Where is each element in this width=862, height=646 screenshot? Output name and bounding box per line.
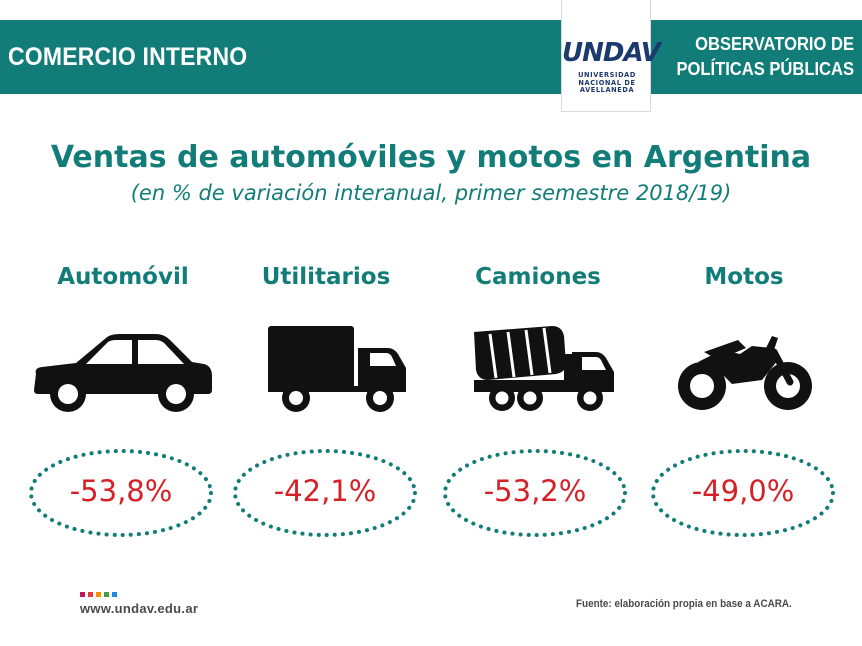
category-label-automovil: Automóvil (57, 264, 189, 290)
brand-square (104, 592, 109, 597)
category-label-motos: Motos (704, 264, 784, 290)
header-banner: COMERCIO INTERNO OBSERVATORIO DE POLÍTIC… (0, 20, 862, 94)
brand-squares (80, 592, 117, 597)
brand-square (112, 592, 117, 597)
value-label-camiones: -53,2% (483, 474, 587, 508)
truck-icon (268, 326, 406, 412)
value-label-automovil: -53,8% (69, 474, 173, 508)
logo-text: UNIVERSIDAD NACIONAL DE AVELLANEDA (562, 71, 652, 95)
logo-mark: UNDAV (562, 38, 661, 68)
undav-logo: UNDAV UNIVERSIDAD NACIONAL DE AVELLANEDA (561, 0, 661, 112)
value-ellipse-utilitarios (233, 449, 417, 537)
source-note: Fuente: elaboración propia en base a ACA… (576, 598, 792, 610)
chart-title: Ventas de automóviles y motos en Argenti… (50, 140, 812, 175)
brand-square (96, 592, 101, 597)
brand-square (80, 592, 85, 597)
org-name-line1: OBSERVATORIO DE (695, 34, 854, 54)
section-title: COMERCIO INTERNO (8, 42, 248, 71)
category-label-camiones: Camiones (475, 264, 601, 290)
website-link[interactable]: www.undav.edu.ar (80, 601, 199, 616)
brand-square (88, 592, 93, 597)
org-name-line2: POLÍTICAS PÚBLICAS (676, 59, 854, 79)
value-ellipse-camiones (443, 449, 627, 537)
category-label-utilitarios: Utilitarios (261, 264, 391, 290)
logo-line1: UNIVERSIDAD (578, 71, 636, 79)
motorcycle-icon (678, 336, 812, 410)
org-name: OBSERVATORIO DE POLÍTICAS PÚBLICAS (676, 32, 854, 82)
cement-truck-icon (474, 326, 614, 411)
chart-subtitle: (en % de variación interanual, primer se… (130, 181, 732, 205)
value-ellipse-automovil (29, 449, 213, 537)
logo-line2: NACIONAL DE (578, 78, 636, 87)
car-icon (34, 334, 212, 412)
logo-line3: AVELLANEDA (579, 86, 635, 95)
value-ellipse-motos (651, 449, 835, 537)
value-label-utilitarios: -42,1% (273, 474, 377, 508)
value-label-motos: -49,0% (691, 474, 795, 508)
